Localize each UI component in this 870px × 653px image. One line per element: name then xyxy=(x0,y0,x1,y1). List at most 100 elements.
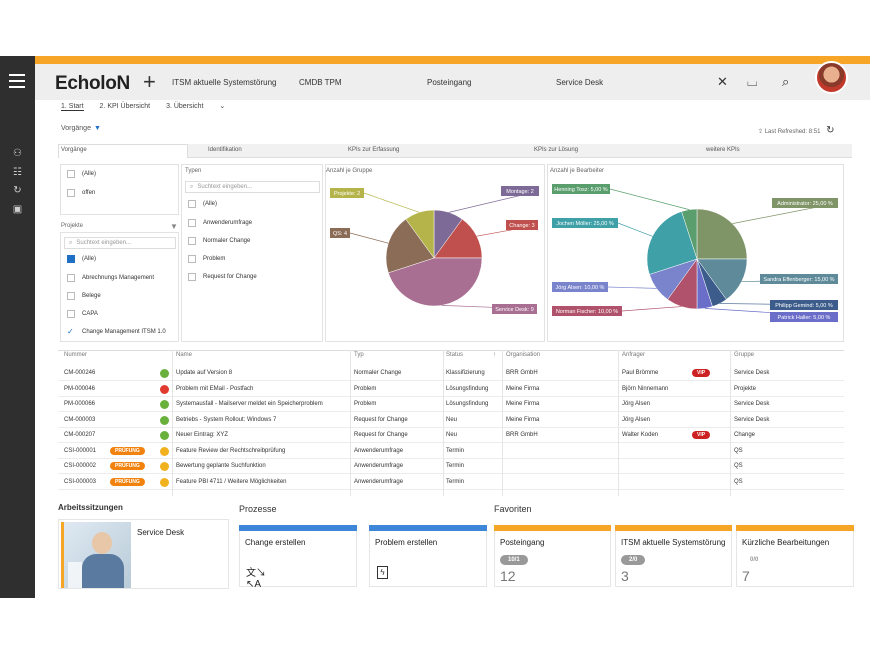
header-tab-itsm[interactable]: ITSM aktuelle Systemstörung xyxy=(172,78,277,87)
top-header: EcholoN + ITSM aktuelle Systemstörung CM… xyxy=(35,61,870,100)
cell-typ: Anwenderumfrage xyxy=(354,463,404,469)
cell-nummer: CSI-000001 xyxy=(64,447,97,454)
col-header-name[interactable]: Name xyxy=(176,352,193,358)
pie-label-box xyxy=(330,188,364,198)
col-header-typ[interactable]: Typ xyxy=(354,352,364,358)
pie-slice-administrator[interactable] xyxy=(696,208,748,260)
breadcrumb-start[interactable]: 1. Start xyxy=(61,103,84,111)
checkbox[interactable] xyxy=(67,255,75,263)
typ-option[interactable]: Normaler Change xyxy=(188,237,250,245)
add-icon[interactable]: + xyxy=(143,69,156,94)
col-header-status[interactable]: Status xyxy=(446,352,464,358)
left-sidebar: ⚇ ☷ ↻ ▣ xyxy=(0,56,35,598)
menu-icon[interactable] xyxy=(9,74,25,88)
tab-kpis-erfassung[interactable]: KPIs zur Erfassung xyxy=(348,147,400,153)
chevron-down-icon[interactable]: ⌄ xyxy=(219,103,226,110)
table-row[interactable]: CM-000246 Update auf Version 8 Normaler Ch… xyxy=(58,366,844,381)
check-icon[interactable]: ✓ xyxy=(67,327,75,336)
favorit-card-posteingang[interactable]: Posteingang 10/1 12 xyxy=(494,525,611,587)
header-tab-cmdb[interactable]: CMDB TPM xyxy=(299,78,342,87)
typ-option[interactable]: Problem xyxy=(188,255,225,263)
filter-icon[interactable]: ▼ xyxy=(170,222,178,231)
status-option-alle[interactable]: (Alle) xyxy=(67,170,96,178)
status-option-offen[interactable]: offen xyxy=(67,189,95,197)
projekt-option[interactable]: Abrechnungs Management xyxy=(67,274,154,282)
panel-icon[interactable]: ▣ xyxy=(12,204,23,215)
table-row[interactable]: CM-000207 Neuer Eintrag: XYZ Request for C… xyxy=(58,428,844,443)
checkbox[interactable] xyxy=(188,273,196,281)
sort-icon[interactable]: ↑ xyxy=(493,352,496,358)
users-icon[interactable]: ⚇ xyxy=(13,148,22,159)
status-badge: PRÜFUNG xyxy=(110,446,145,455)
filter-icon[interactable]: ▼ xyxy=(93,125,101,132)
avatar[interactable] xyxy=(815,61,848,94)
projekt-option[interactable]: Belege xyxy=(67,292,101,300)
col-header-nummer[interactable]: Nummer xyxy=(64,352,88,358)
checkbox[interactable] xyxy=(188,219,196,227)
favorit-card-kuerzlich[interactable]: Kürzliche Bearbeitungen 0/0 7 xyxy=(736,525,854,587)
vorgaenge-label: Vorgänge xyxy=(61,125,91,132)
typ-option[interactable]: Request for Change xyxy=(188,273,257,281)
table-row[interactable]: CSI-000003 PRÜFUNG Feature PBI 4711 / Weit… xyxy=(58,475,844,490)
checkbox[interactable] xyxy=(67,292,75,300)
projekt-option[interactable]: (Alle) xyxy=(67,255,96,263)
close-icon[interactable]: ✕ xyxy=(717,74,728,89)
typ-option[interactable]: (Alle) xyxy=(188,200,217,208)
pie-label-box xyxy=(330,228,350,238)
table-row[interactable]: CM-000003 Betriebs - System Rollout: Wind… xyxy=(58,413,844,428)
checkbox[interactable] xyxy=(67,310,75,318)
header-tab-service-desk[interactable]: Service Desk xyxy=(556,78,604,87)
table-row[interactable]: CSI-000002 PRÜFUNG Bewertung geplante Such… xyxy=(58,459,844,474)
checkbox[interactable] xyxy=(67,170,75,178)
cell-status: Neu xyxy=(446,416,458,423)
prozess-card-change[interactable]: Change erstellen 文↘ ↖A xyxy=(239,525,357,590)
table-row[interactable]: CSI-000001 PRÜFUNG Feature Review der Rech… xyxy=(58,444,844,459)
pie-leader-line xyxy=(363,192,420,213)
pie-slice-service-desk[interactable] xyxy=(388,257,483,307)
cell-anfrager: Björn Ninnemann xyxy=(622,385,669,392)
breadcrumb-kpi[interactable]: 2. KPI Übersicht xyxy=(99,103,151,110)
typ-option[interactable]: Anwenderumfrage xyxy=(188,219,252,227)
col-header-organisation[interactable]: Organisation xyxy=(506,352,541,358)
status-dot xyxy=(160,477,169,487)
favorit-card-itsm[interactable]: ITSM aktuelle Systemstörung 2/0 3 xyxy=(615,525,732,587)
table-row[interactable]: PM-000046 Problem mit EMail - Postfach Pro… xyxy=(58,382,844,397)
cell-name: Update auf Version 8 xyxy=(176,370,233,376)
projekt-label: (Alle) xyxy=(82,256,97,262)
reload-icon[interactable]: ↻ xyxy=(826,125,835,136)
cell-gruppe: Service Desk xyxy=(734,416,770,423)
breadcrumb-uebersicht[interactable]: 3. Übersicht xyxy=(166,103,204,110)
refresh-icon[interactable]: ↻ xyxy=(13,185,22,196)
checkbox[interactable] xyxy=(188,200,196,208)
projekte-search-input[interactable]: ⌕ Suchtext eingeben... xyxy=(64,237,176,249)
pie-label-box xyxy=(770,312,838,322)
favorit-label: Kürzliche Bearbeitungen xyxy=(742,538,830,547)
tab-weitere-kpis[interactable]: weitere KPIs xyxy=(706,147,740,153)
typen-panel: Typen ⌕ Suchtext eingeben... (Alle) Anwen… xyxy=(181,164,323,342)
cell-typ: Normaler Change xyxy=(354,370,402,376)
checkbox[interactable] xyxy=(67,189,75,197)
projekt-option[interactable]: ✓ Change Management ITSM 1.0 xyxy=(67,328,166,336)
arbeitssitzung-card[interactable]: Service Desk xyxy=(58,519,229,589)
prozess-card-problem[interactable]: Problem erstellen ϟ xyxy=(369,525,487,587)
column-divider xyxy=(618,350,619,496)
checkbox[interactable] xyxy=(188,255,196,263)
list-icon[interactable]: ☷ xyxy=(13,167,22,178)
tab-kpis-loesung[interactable]: KPIs zur Lösung xyxy=(534,147,579,153)
search-icon[interactable]: ⌕ xyxy=(782,74,790,89)
tab-vorgaenge[interactable]: Vorgänge xyxy=(61,147,87,153)
search-icon: ⌕ xyxy=(69,240,73,246)
tab-identifikation[interactable]: Identifikation xyxy=(208,147,242,153)
checkbox[interactable] xyxy=(67,274,75,282)
checkbox[interactable] xyxy=(188,237,196,245)
count-badge: 2/0 xyxy=(621,555,646,565)
export-icon[interactable]: ⇪ xyxy=(758,129,764,135)
projekt-option[interactable]: CAPA xyxy=(67,310,98,318)
typen-search-input[interactable]: ⌕ Suchtext eingeben... xyxy=(185,181,320,193)
header-tab-posteingang[interactable]: Posteingang xyxy=(427,78,472,87)
col-header-gruppe[interactable]: Gruppe xyxy=(734,352,755,358)
pie-slice-qs[interactable] xyxy=(385,218,435,274)
col-header-anfrager[interactable]: Anfrager xyxy=(622,352,646,358)
minimize-icon[interactable]: ⌴ xyxy=(747,74,758,89)
table-row[interactable]: PM-000066 Systemausfall - Mailserver meld… xyxy=(58,397,844,412)
